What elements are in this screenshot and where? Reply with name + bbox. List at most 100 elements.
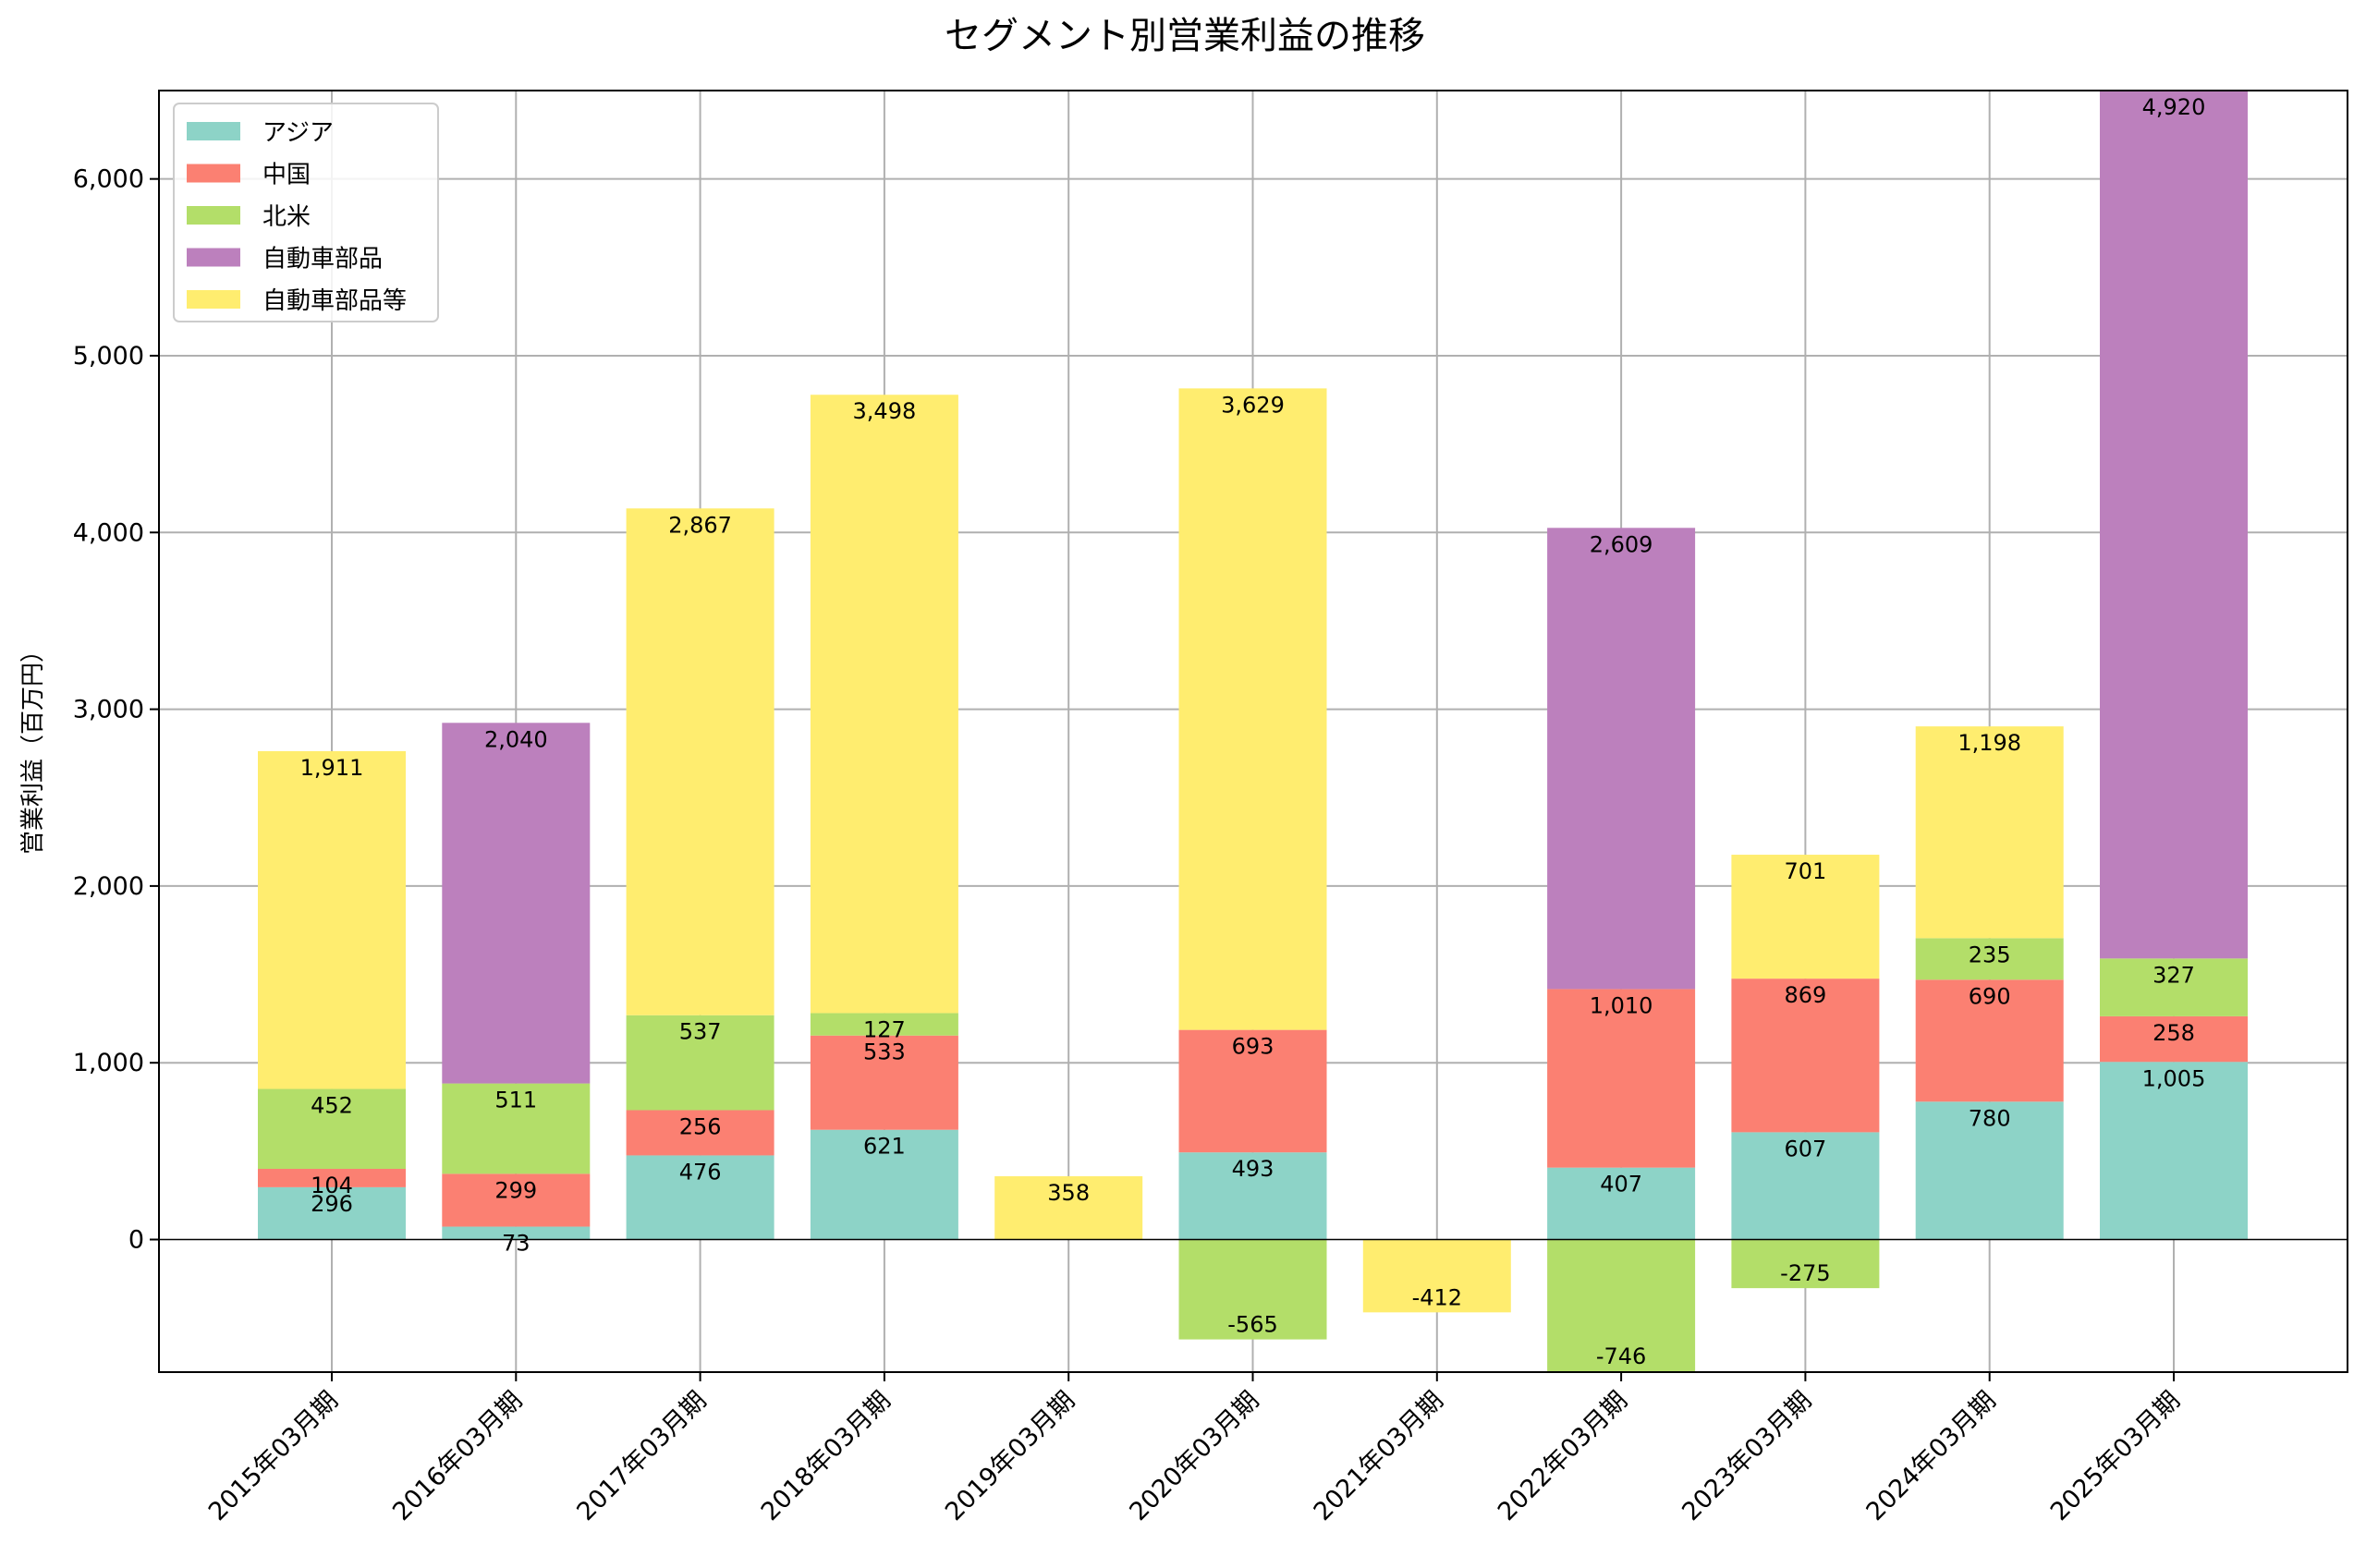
x-tick-label: 2020年03月期 <box>1124 1386 1264 1526</box>
bar-value-label: -412 <box>1412 1284 1462 1310</box>
bar-北米 <box>1178 1239 1327 1340</box>
bar-アジア <box>1547 1167 1696 1240</box>
legend-box <box>173 103 439 322</box>
bar-中国 <box>442 1173 591 1227</box>
x-tick-label: 2017年03月期 <box>571 1386 712 1526</box>
legend-swatch <box>187 206 240 225</box>
y-tick-label: 4,000 <box>73 518 144 547</box>
bar-value-label: 3,629 <box>1221 392 1285 418</box>
x-tick-label: 2016年03月期 <box>387 1386 528 1526</box>
y-axis-label: 営業利益（百万円） <box>19 638 47 855</box>
x-tick-label: 2025年03月期 <box>2045 1386 2186 1526</box>
bar-自動車部品 <box>1547 528 1696 990</box>
bar-中国 <box>258 1168 406 1187</box>
bar-value-label: 452 <box>311 1093 353 1119</box>
bar-value-label: 476 <box>679 1159 722 1185</box>
bar-自動車部品 <box>2100 91 2248 959</box>
bar-自動車部品等 <box>1178 388 1327 1030</box>
bar-自動車部品等 <box>1731 855 1880 979</box>
bar-value-label: 607 <box>1784 1136 1826 1161</box>
bar-value-label: 2,609 <box>1590 531 1653 557</box>
legend-swatch <box>187 164 240 183</box>
bar-中国 <box>810 1035 958 1130</box>
y-tick-label: 2,000 <box>73 872 144 901</box>
legend-entry-label: 自動車部品等 <box>262 287 407 315</box>
x-tick-label: 2021年03月期 <box>1309 1386 1449 1526</box>
legend-entry-label: 中国 <box>262 162 311 189</box>
bar-中国 <box>1731 978 1880 1133</box>
y-tick-label: 0 <box>128 1226 144 1255</box>
bar-北米 <box>1915 938 2064 980</box>
bar-自動車部品等 <box>258 750 406 1089</box>
bar-value-label: 1,198 <box>1957 730 2021 756</box>
bar-アジア <box>442 1226 591 1240</box>
bar-中国 <box>626 1110 774 1156</box>
bar-value-label: 511 <box>494 1088 537 1113</box>
x-tick-label: 2018年03月期 <box>756 1386 896 1526</box>
bar-value-label: -275 <box>1780 1260 1830 1286</box>
bar-value-label: 621 <box>863 1134 906 1160</box>
legend-swatch <box>187 248 240 267</box>
bar-value-label: 327 <box>2153 962 2195 988</box>
legend-swatch <box>187 122 240 140</box>
bar-中国 <box>1915 979 2064 1102</box>
bar-value-label: 258 <box>2153 1020 2195 1046</box>
x-tick-label: 2015年03月期 <box>203 1386 344 1526</box>
bar-中国 <box>2100 1015 2248 1063</box>
bar-北米 <box>810 1013 958 1036</box>
bar-value-label: 358 <box>1047 1180 1090 1206</box>
y-tick-label: 3,000 <box>73 696 144 724</box>
bar-value-label: 127 <box>863 1016 906 1042</box>
bar-value-label: 4,920 <box>2142 94 2206 120</box>
bar-アジア <box>1731 1132 1880 1240</box>
bar-value-label: 2,040 <box>484 726 548 752</box>
legend-swatch <box>187 290 240 309</box>
bar-value-label: 2,867 <box>668 512 732 538</box>
bar-value-label: 780 <box>1969 1105 2011 1131</box>
legend-entry-label: アジア <box>262 119 334 147</box>
legend-entry-label: 北米 <box>262 203 311 231</box>
bar-value-label: 407 <box>1600 1172 1642 1197</box>
bar-北米 <box>1731 1239 1880 1289</box>
chart-title: セグメント別営業利益の推移 <box>945 15 1425 57</box>
bar-value-label: 235 <box>1969 942 2011 967</box>
bar-value-label: 693 <box>1232 1034 1274 1060</box>
bar-value-label: 256 <box>679 1113 722 1139</box>
bar-自動車部品等 <box>626 508 774 1015</box>
bar-自動車部品等 <box>994 1176 1143 1240</box>
bar-value-label: 537 <box>679 1019 722 1045</box>
x-tick-label: 2024年03月期 <box>1861 1386 2002 1526</box>
bar-自動車部品等 <box>1915 726 2064 939</box>
bar-value-label: 869 <box>1784 982 1826 1008</box>
bar-自動車部品等 <box>1362 1239 1511 1313</box>
bar-アジア <box>1915 1101 2064 1240</box>
bar-中国 <box>1178 1029 1327 1153</box>
bar-アジア <box>258 1186 406 1240</box>
bar-labels: 296 73 476 621 493 407 607 780 1,005 104 299 256 533… <box>300 94 2206 1369</box>
bar-アジア <box>2100 1062 2248 1240</box>
bar-北米 <box>442 1083 591 1174</box>
y-tick-label: 1,000 <box>73 1049 144 1077</box>
bar-アジア <box>626 1155 774 1240</box>
bar-中国 <box>1547 989 1696 1168</box>
bar-アジア <box>810 1129 958 1240</box>
bar-value-label: 493 <box>1232 1156 1274 1182</box>
bar-value-label: 3,498 <box>853 398 917 424</box>
bar-アジア <box>1178 1152 1327 1240</box>
bar-value-label: -746 <box>1596 1343 1646 1369</box>
bar-北米 <box>626 1015 774 1111</box>
bar-value-label: 1,005 <box>2142 1065 2206 1091</box>
bar-value-label: 299 <box>494 1177 537 1203</box>
legend-entry-label: 自動車部品 <box>262 246 383 273</box>
bar-value-label: 1,911 <box>300 755 364 781</box>
y-tick-label: 6,000 <box>73 165 144 194</box>
bar-value-label: 701 <box>1784 858 1826 884</box>
bar-北米 <box>2100 958 2248 1016</box>
y-tick-label: 5,000 <box>73 342 144 371</box>
x-tick-label: 2023年03月期 <box>1677 1386 1817 1526</box>
bar-北米 <box>258 1088 406 1169</box>
bar-北米 <box>1547 1239 1696 1372</box>
bar-value-label: 690 <box>1969 983 2011 1009</box>
